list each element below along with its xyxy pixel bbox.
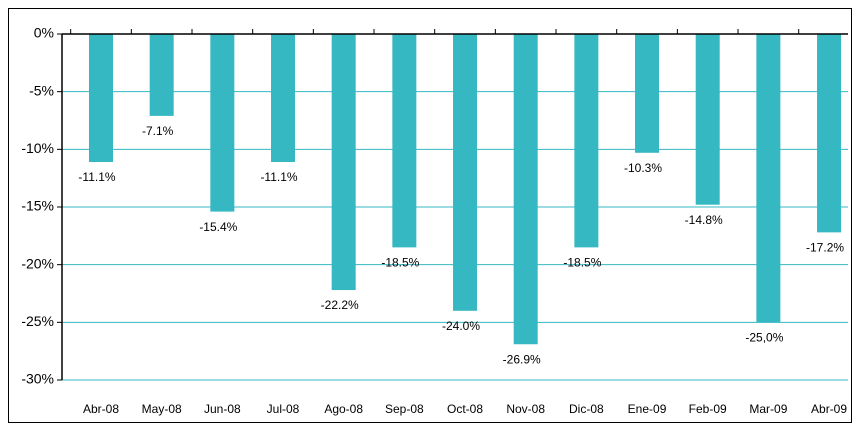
y-tick-label: -30%	[21, 371, 54, 387]
x-tick-label: Jul-08	[267, 402, 300, 416]
x-tick-label: Abr-08	[83, 402, 119, 416]
data-label: -7.1%	[142, 124, 174, 138]
bar	[392, 34, 417, 248]
bar	[695, 34, 720, 205]
x-tick-label: Feb-09	[689, 402, 727, 416]
frame	[8, 8, 852, 423]
bar	[756, 34, 781, 323]
bar	[210, 34, 235, 212]
data-label: -22.2%	[321, 298, 359, 312]
x-tick-label: Abr-09	[811, 402, 847, 416]
y-tick-label: 0%	[34, 25, 54, 41]
bar	[271, 34, 296, 163]
bar	[635, 34, 660, 153]
data-label: -24.0%	[442, 319, 480, 333]
bar	[89, 34, 113, 163]
y-tick-label: -15%	[21, 198, 54, 214]
data-label: -10.3%	[624, 161, 662, 175]
x-tick-label: Oct-08	[447, 402, 483, 416]
bar	[513, 34, 538, 345]
x-tick-label: Nov-08	[506, 402, 545, 416]
y-tick-label: -20%	[21, 255, 54, 271]
x-tick-label: Ene-09	[628, 402, 667, 416]
x-tick-label: Dic-08	[569, 402, 604, 416]
data-label: -25,0%	[745, 331, 783, 345]
y-tick-label: -10%	[21, 140, 54, 156]
data-label: -18.5%	[563, 256, 601, 270]
data-label: -26.9%	[503, 352, 541, 366]
bar	[574, 34, 599, 248]
x-tick-label: Jun-08	[204, 402, 241, 416]
data-label: -17.2%	[806, 241, 844, 255]
y-tick-label: -25%	[21, 313, 54, 329]
y-tick-label: -5%	[29, 82, 54, 98]
bar	[817, 34, 842, 233]
data-label: -18.5%	[381, 256, 419, 270]
data-label: -11.1%	[260, 170, 297, 184]
bar	[453, 34, 478, 311]
data-label: -14.8%	[685, 213, 723, 227]
data-label: -15.4%	[199, 220, 237, 234]
x-tick-label: May-08	[142, 402, 182, 416]
bar	[331, 34, 356, 291]
x-tick-label: Ago-08	[324, 402, 363, 416]
data-label: -11.1%	[78, 170, 115, 184]
bar	[149, 34, 174, 116]
x-tick-label: Mar-09	[749, 402, 787, 416]
x-tick-label: Sep-08	[385, 402, 424, 416]
